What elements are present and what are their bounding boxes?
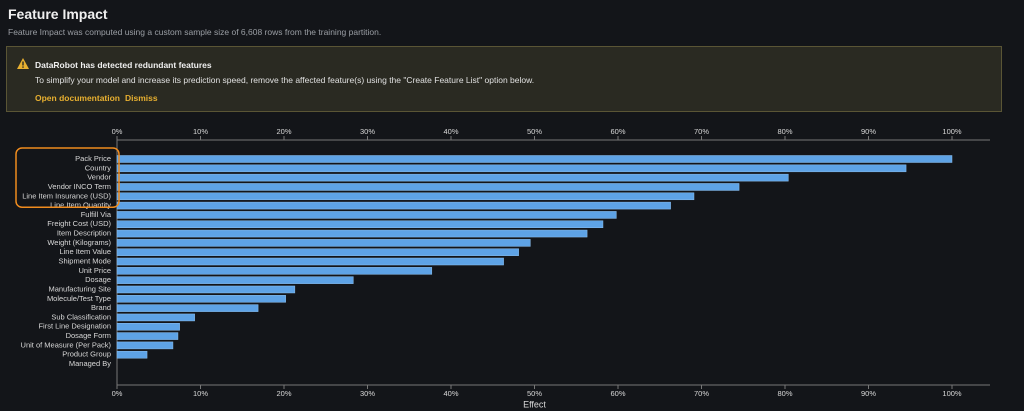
x-tick-label: 30% bbox=[360, 389, 375, 398]
bar bbox=[116, 304, 259, 312]
x-tick-label: 100% bbox=[942, 389, 962, 398]
x-tick-label: 60% bbox=[610, 389, 625, 398]
x-tick-label: 80% bbox=[777, 389, 792, 398]
bar bbox=[116, 267, 433, 275]
y-tick-label: Manufacturing Site bbox=[48, 284, 111, 293]
bar bbox=[116, 313, 195, 322]
x-tick-label: 40% bbox=[443, 127, 458, 136]
bar bbox=[116, 341, 174, 350]
y-tick-label: Line Item Value bbox=[59, 247, 111, 256]
y-tick-label: Country bbox=[85, 163, 112, 172]
highlight-box bbox=[15, 147, 120, 209]
y-tick-label: Weight (Kilograms) bbox=[47, 238, 111, 247]
bar bbox=[116, 155, 953, 163]
bar bbox=[116, 257, 504, 266]
alert-box: DataRobot has detected redundant feature… bbox=[6, 46, 1002, 112]
bar bbox=[116, 183, 740, 191]
alert-title: DataRobot has detected redundant feature… bbox=[35, 60, 212, 70]
x-tick-label: 30% bbox=[360, 127, 375, 136]
y-tick-label: Dosage bbox=[85, 275, 111, 284]
bar bbox=[116, 239, 531, 247]
x-tick-label: 10% bbox=[193, 389, 208, 398]
x-tick-label: 90% bbox=[861, 127, 876, 136]
warning-icon bbox=[17, 58, 29, 69]
y-tick-label: Unit Price bbox=[78, 266, 111, 275]
bar bbox=[116, 229, 588, 238]
x-tick-label: 40% bbox=[443, 389, 458, 398]
bar bbox=[116, 211, 617, 219]
bar bbox=[116, 173, 789, 182]
bar bbox=[116, 201, 671, 210]
y-tick-label: Item Description bbox=[57, 229, 111, 238]
x-tick-label: 90% bbox=[861, 389, 876, 398]
y-tick-label: Vendor INCO Term bbox=[48, 182, 111, 191]
y-tick-label: Dosage Form bbox=[66, 331, 111, 340]
x-tick-label: 70% bbox=[694, 127, 709, 136]
x-tick-label: 20% bbox=[276, 127, 291, 136]
link[interactable]: Dismiss bbox=[125, 93, 158, 103]
bar bbox=[116, 350, 148, 359]
bar bbox=[116, 164, 907, 173]
y-tick-label: First Line Designation bbox=[38, 322, 111, 331]
x-tick-label: 20% bbox=[276, 389, 291, 398]
x-tick-label: 0% bbox=[112, 389, 123, 398]
y-tick-label: Vendor bbox=[87, 173, 111, 182]
bar bbox=[116, 332, 179, 340]
x-tick-label: 50% bbox=[527, 127, 542, 136]
y-tick-label: Line Item Quantity bbox=[50, 201, 111, 210]
x-tick-label: 50% bbox=[527, 389, 542, 398]
y-tick-label: Product Group bbox=[62, 350, 111, 359]
x-tick-label: 60% bbox=[610, 127, 625, 136]
bar bbox=[116, 248, 519, 256]
y-tick-label: Freight Cost (USD) bbox=[47, 219, 111, 228]
y-tick-label: Molecule/Test Type bbox=[47, 294, 111, 303]
x-tick-label: 100% bbox=[942, 127, 962, 136]
bar bbox=[116, 285, 296, 294]
bar bbox=[116, 220, 604, 228]
y-tick-label: Shipment Mode bbox=[58, 257, 111, 266]
y-tick-label: Pack Price bbox=[75, 154, 111, 163]
x-axis-label: Effect bbox=[523, 399, 546, 409]
x-tick-label: 0% bbox=[112, 127, 123, 136]
page-subtitle: Feature Impact was computed using a cust… bbox=[8, 27, 382, 37]
y-tick-label: Managed By bbox=[69, 359, 111, 368]
x-tick-label: 80% bbox=[777, 127, 792, 136]
bar bbox=[116, 192, 695, 201]
page-title: Feature Impact bbox=[8, 6, 108, 22]
bar bbox=[116, 276, 354, 284]
x-tick-label: 70% bbox=[694, 389, 709, 398]
y-tick-label: Line Item Insurance (USD) bbox=[22, 191, 111, 200]
y-tick-label: Fulfill Via bbox=[81, 210, 112, 219]
bar bbox=[116, 323, 180, 331]
alert-message: To simplify your model and increase its … bbox=[35, 75, 535, 85]
bar bbox=[116, 295, 286, 303]
link[interactable]: Open documentation bbox=[35, 93, 120, 103]
x-tick-label: 10% bbox=[193, 127, 208, 136]
y-tick-label: Brand bbox=[91, 303, 111, 312]
y-tick-label: Sub Classification bbox=[51, 312, 111, 321]
y-tick-label: Unit of Measure (Per Pack) bbox=[21, 340, 112, 349]
